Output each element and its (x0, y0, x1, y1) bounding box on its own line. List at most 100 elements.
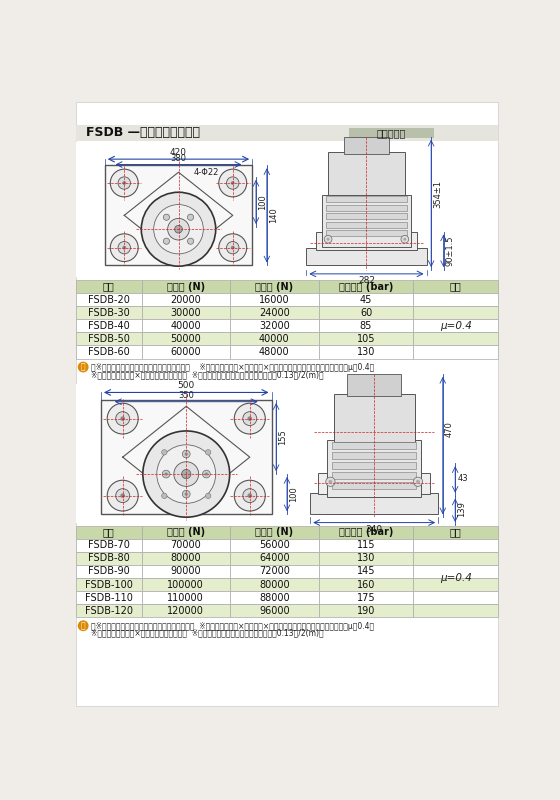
Bar (105, 166, 252, 266)
Text: μ=0.4: μ=0.4 (440, 321, 472, 331)
Text: FSDB-40: FSDB-40 (88, 321, 130, 331)
Bar (76, 526, 142, 538)
Text: 160: 160 (357, 579, 375, 590)
Bar (316, 231, 417, 250)
Circle shape (122, 181, 126, 185)
Circle shape (143, 431, 230, 517)
Bar (230, 591, 319, 604)
Circle shape (153, 205, 203, 254)
Text: 16000: 16000 (259, 294, 290, 305)
Text: 60000: 60000 (170, 347, 201, 357)
Text: 282: 282 (358, 276, 375, 285)
Bar (413, 538, 498, 552)
Bar (319, 306, 413, 319)
Bar (413, 293, 498, 306)
Circle shape (416, 480, 420, 484)
Bar (230, 578, 319, 591)
Circle shape (110, 234, 138, 262)
Bar (413, 578, 498, 591)
Circle shape (78, 362, 88, 373)
Bar (413, 591, 498, 604)
Bar (76, 293, 142, 306)
Circle shape (248, 416, 252, 421)
Circle shape (188, 214, 194, 220)
Text: 风电制动器: 风电制动器 (377, 128, 407, 138)
Bar (76, 142, 498, 277)
Text: 100: 100 (258, 194, 267, 210)
Circle shape (162, 470, 170, 478)
Circle shape (162, 450, 167, 455)
Text: FSDB-90: FSDB-90 (88, 566, 130, 577)
Text: 制动力 (N): 制动力 (N) (255, 282, 293, 291)
Bar (347, 374, 401, 395)
Text: 130: 130 (357, 554, 375, 563)
Text: 100000: 100000 (167, 579, 204, 590)
Bar (344, 137, 389, 154)
Text: 85: 85 (360, 321, 372, 331)
Text: FSDB-70: FSDB-70 (88, 540, 130, 550)
Bar (142, 306, 230, 319)
Circle shape (120, 494, 125, 498)
Bar (76, 591, 142, 604)
Circle shape (203, 470, 210, 478)
Text: 380: 380 (170, 154, 186, 163)
Text: FSDB-30: FSDB-30 (88, 308, 130, 318)
Text: 40000: 40000 (170, 321, 201, 331)
Circle shape (183, 490, 190, 498)
Circle shape (248, 494, 252, 498)
Text: 120000: 120000 (167, 606, 204, 616)
Bar (328, 152, 405, 194)
Text: FSDB-120: FSDB-120 (85, 606, 133, 616)
Bar (413, 526, 498, 538)
Circle shape (175, 226, 183, 233)
Circle shape (243, 412, 257, 426)
Text: 340: 340 (366, 525, 382, 534)
Text: 175: 175 (357, 593, 375, 602)
Bar (413, 280, 498, 293)
Text: 开闸压力 (bar): 开闸压力 (bar) (339, 282, 393, 291)
Bar (76, 126, 498, 141)
Circle shape (78, 620, 88, 631)
Text: 制动力 (N): 制动力 (N) (255, 527, 293, 538)
Bar (76, 319, 142, 332)
Circle shape (164, 238, 170, 244)
Text: 105: 105 (357, 334, 375, 344)
Bar (76, 332, 142, 346)
Bar (76, 565, 142, 578)
Bar (319, 319, 413, 332)
Bar (322, 194, 411, 247)
Circle shape (219, 169, 247, 197)
Bar (230, 552, 319, 565)
Circle shape (110, 169, 138, 197)
Circle shape (231, 181, 235, 185)
Bar (142, 552, 230, 565)
Text: 420: 420 (170, 148, 187, 157)
Text: 354±1: 354±1 (433, 180, 442, 208)
Bar (332, 452, 417, 459)
Text: 型号: 型号 (103, 527, 115, 538)
Text: 注: 注 (81, 362, 86, 371)
Bar (230, 306, 319, 319)
Bar (413, 306, 498, 319)
Bar (230, 538, 319, 552)
Text: 45: 45 (360, 294, 372, 305)
Text: 100: 100 (290, 486, 298, 502)
Circle shape (120, 416, 125, 421)
Bar (319, 280, 413, 293)
Bar (142, 591, 230, 604)
Text: 20000: 20000 (170, 294, 201, 305)
Text: 60: 60 (360, 308, 372, 318)
Bar (76, 538, 142, 552)
Bar (319, 578, 413, 591)
Text: 注: 注 (81, 622, 86, 630)
Bar (326, 196, 407, 202)
Text: 备注: 备注 (450, 527, 461, 538)
Bar (319, 565, 413, 578)
Bar (142, 280, 230, 293)
Circle shape (181, 470, 191, 478)
Circle shape (227, 242, 239, 254)
Circle shape (157, 445, 216, 503)
Bar (76, 346, 142, 358)
Circle shape (329, 480, 332, 484)
Text: 30000: 30000 (170, 308, 201, 318)
